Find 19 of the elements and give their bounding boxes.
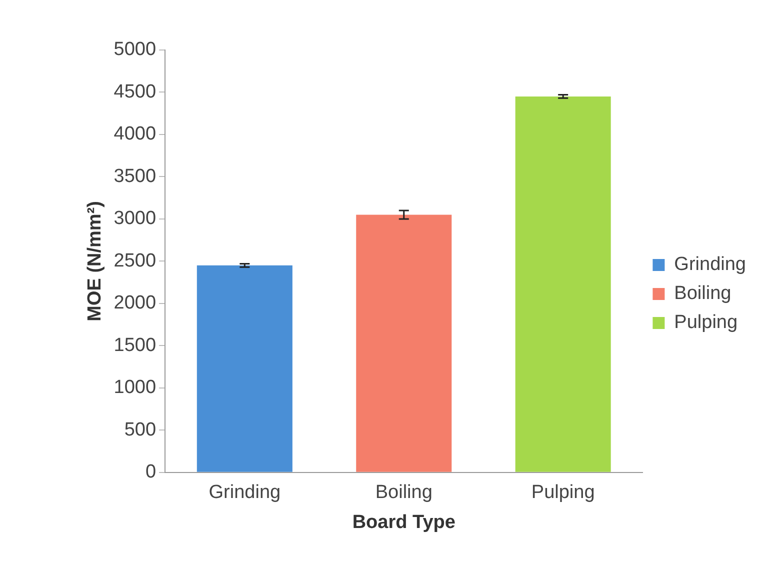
y-tick-label: 5000 <box>114 39 156 60</box>
legend-label: Pulping <box>674 312 738 334</box>
x-axis-title: Board Type <box>352 512 456 533</box>
y-tick-label: 4500 <box>114 81 156 102</box>
x-tick-label: Boiling <box>375 482 432 504</box>
y-tick-label: 1000 <box>114 377 156 398</box>
y-tick-label: 1500 <box>114 334 156 356</box>
y-tick-label: 3500 <box>114 166 156 187</box>
x-tick-label: Grinding <box>208 482 281 504</box>
y-tick-label: 2500 <box>114 250 156 272</box>
y-tick-label: 2000 <box>114 292 156 314</box>
y-tick-label: 500 <box>124 419 156 440</box>
y-tick-label: 3000 <box>114 208 156 230</box>
y-tick-label: 0 <box>145 462 156 483</box>
y-tick-label: 4000 <box>114 124 156 145</box>
x-tick-label: Pulping <box>531 482 595 504</box>
y-axis-title: MOE (N/mm²) <box>84 201 106 322</box>
legend-label: Grinding <box>674 254 746 276</box>
legend-label: Boiling <box>674 283 732 304</box>
